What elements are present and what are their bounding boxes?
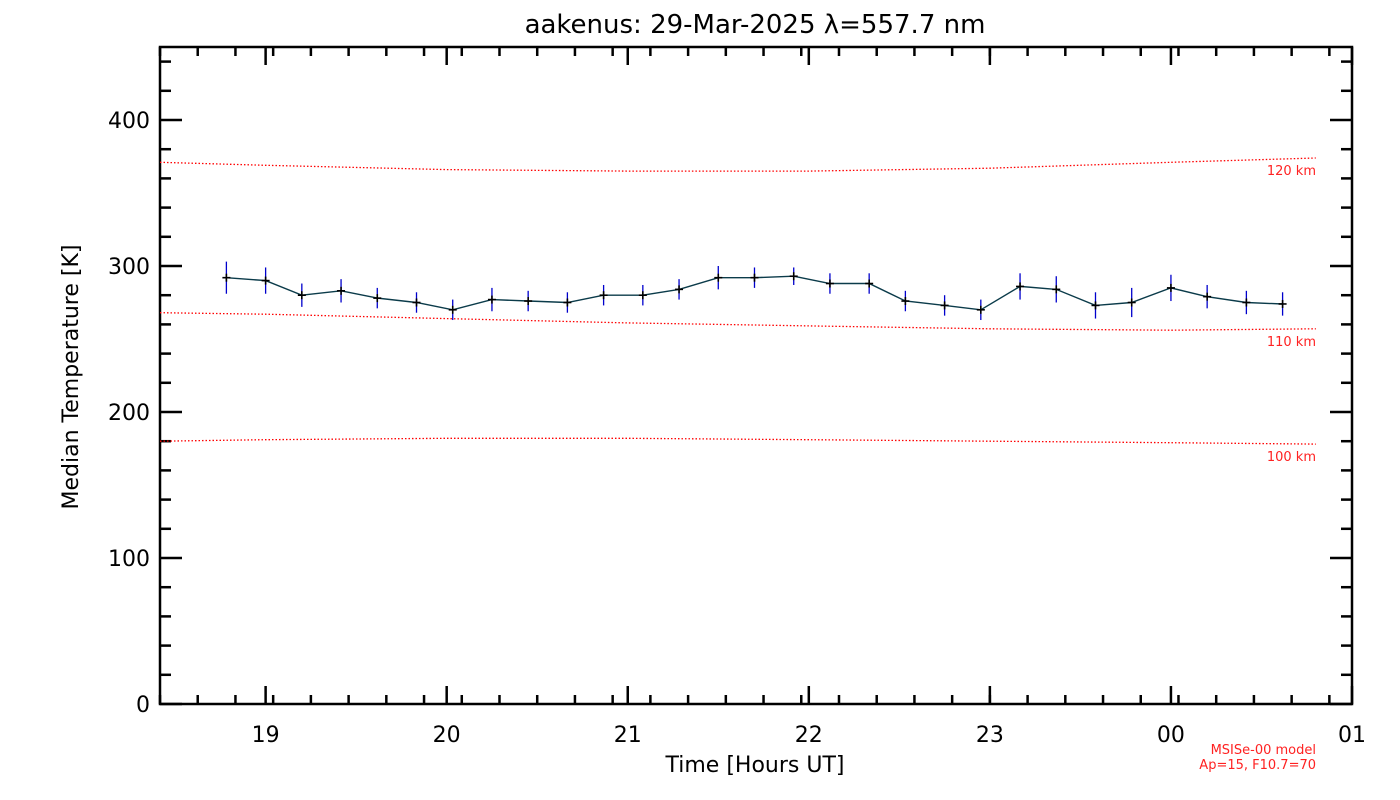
data-point	[714, 273, 723, 282]
model-curve-label: 120 km	[1267, 164, 1316, 179]
data-point	[865, 279, 874, 288]
x-axis-label: Time [Hours UT]	[665, 753, 845, 778]
model-curve-label: 100 km	[1267, 450, 1316, 465]
plot-frame	[158, 45, 1354, 706]
x-tick-label: 21	[614, 723, 642, 748]
y-tick-label: 200	[108, 401, 150, 426]
data-point	[1127, 298, 1136, 307]
x-tick-label: 19	[252, 723, 280, 748]
x-tick-label: 20	[433, 723, 461, 748]
tick-labels: 19 20 21 22 23 00 01 0 100 200 300 400	[108, 109, 1366, 748]
data-point	[1203, 292, 1212, 301]
data-point	[448, 305, 457, 314]
data-point	[412, 298, 421, 307]
data-point	[1166, 283, 1175, 292]
data-point	[599, 291, 608, 300]
data-point	[1016, 282, 1025, 291]
data-point	[337, 286, 346, 295]
plot-axes	[158, 45, 1354, 706]
x-tick-label: 01	[1338, 723, 1366, 748]
y-tick-label: 100	[108, 547, 150, 572]
data-point	[675, 285, 684, 294]
data-point	[638, 291, 647, 300]
model-curve	[159, 157, 1316, 172]
y-tick-label: 300	[108, 255, 150, 280]
data-point	[373, 294, 382, 303]
model-curve	[159, 437, 1316, 445]
model-curves: 120 km 110 km 100 km	[159, 157, 1316, 465]
x-tick-label: 22	[795, 723, 823, 748]
model-curve-label: 110 km	[1267, 335, 1316, 350]
data-point	[1091, 301, 1100, 310]
data-point	[940, 301, 949, 310]
y-tick-label: 400	[108, 109, 150, 134]
y-axis-label: Median Temperature [K]	[59, 245, 84, 510]
chart-title: aakenus: 29-Mar-2025 λ=557.7 nm	[525, 10, 986, 40]
data-point	[901, 297, 910, 306]
model-name-note: MSISe-00 model	[1211, 743, 1316, 758]
data-point	[297, 291, 306, 300]
observation-series	[222, 261, 1287, 321]
y-tick-label: 0	[136, 693, 150, 718]
data-point	[1052, 285, 1061, 294]
data-point	[825, 279, 834, 288]
x-tick-label: 00	[1157, 723, 1185, 748]
data-point	[524, 297, 533, 306]
data-point	[1278, 299, 1287, 308]
data-point	[1242, 298, 1251, 307]
data-point	[487, 295, 496, 304]
model-params-note: Ap=15, F10.7=70	[1199, 758, 1316, 773]
data-point	[750, 273, 759, 282]
model-curve	[159, 312, 1316, 331]
data-point	[976, 305, 985, 314]
x-tick-label: 23	[976, 723, 1004, 748]
data-point	[261, 276, 270, 285]
data-point	[789, 272, 798, 281]
data-point	[563, 298, 572, 307]
data-point	[222, 273, 231, 282]
